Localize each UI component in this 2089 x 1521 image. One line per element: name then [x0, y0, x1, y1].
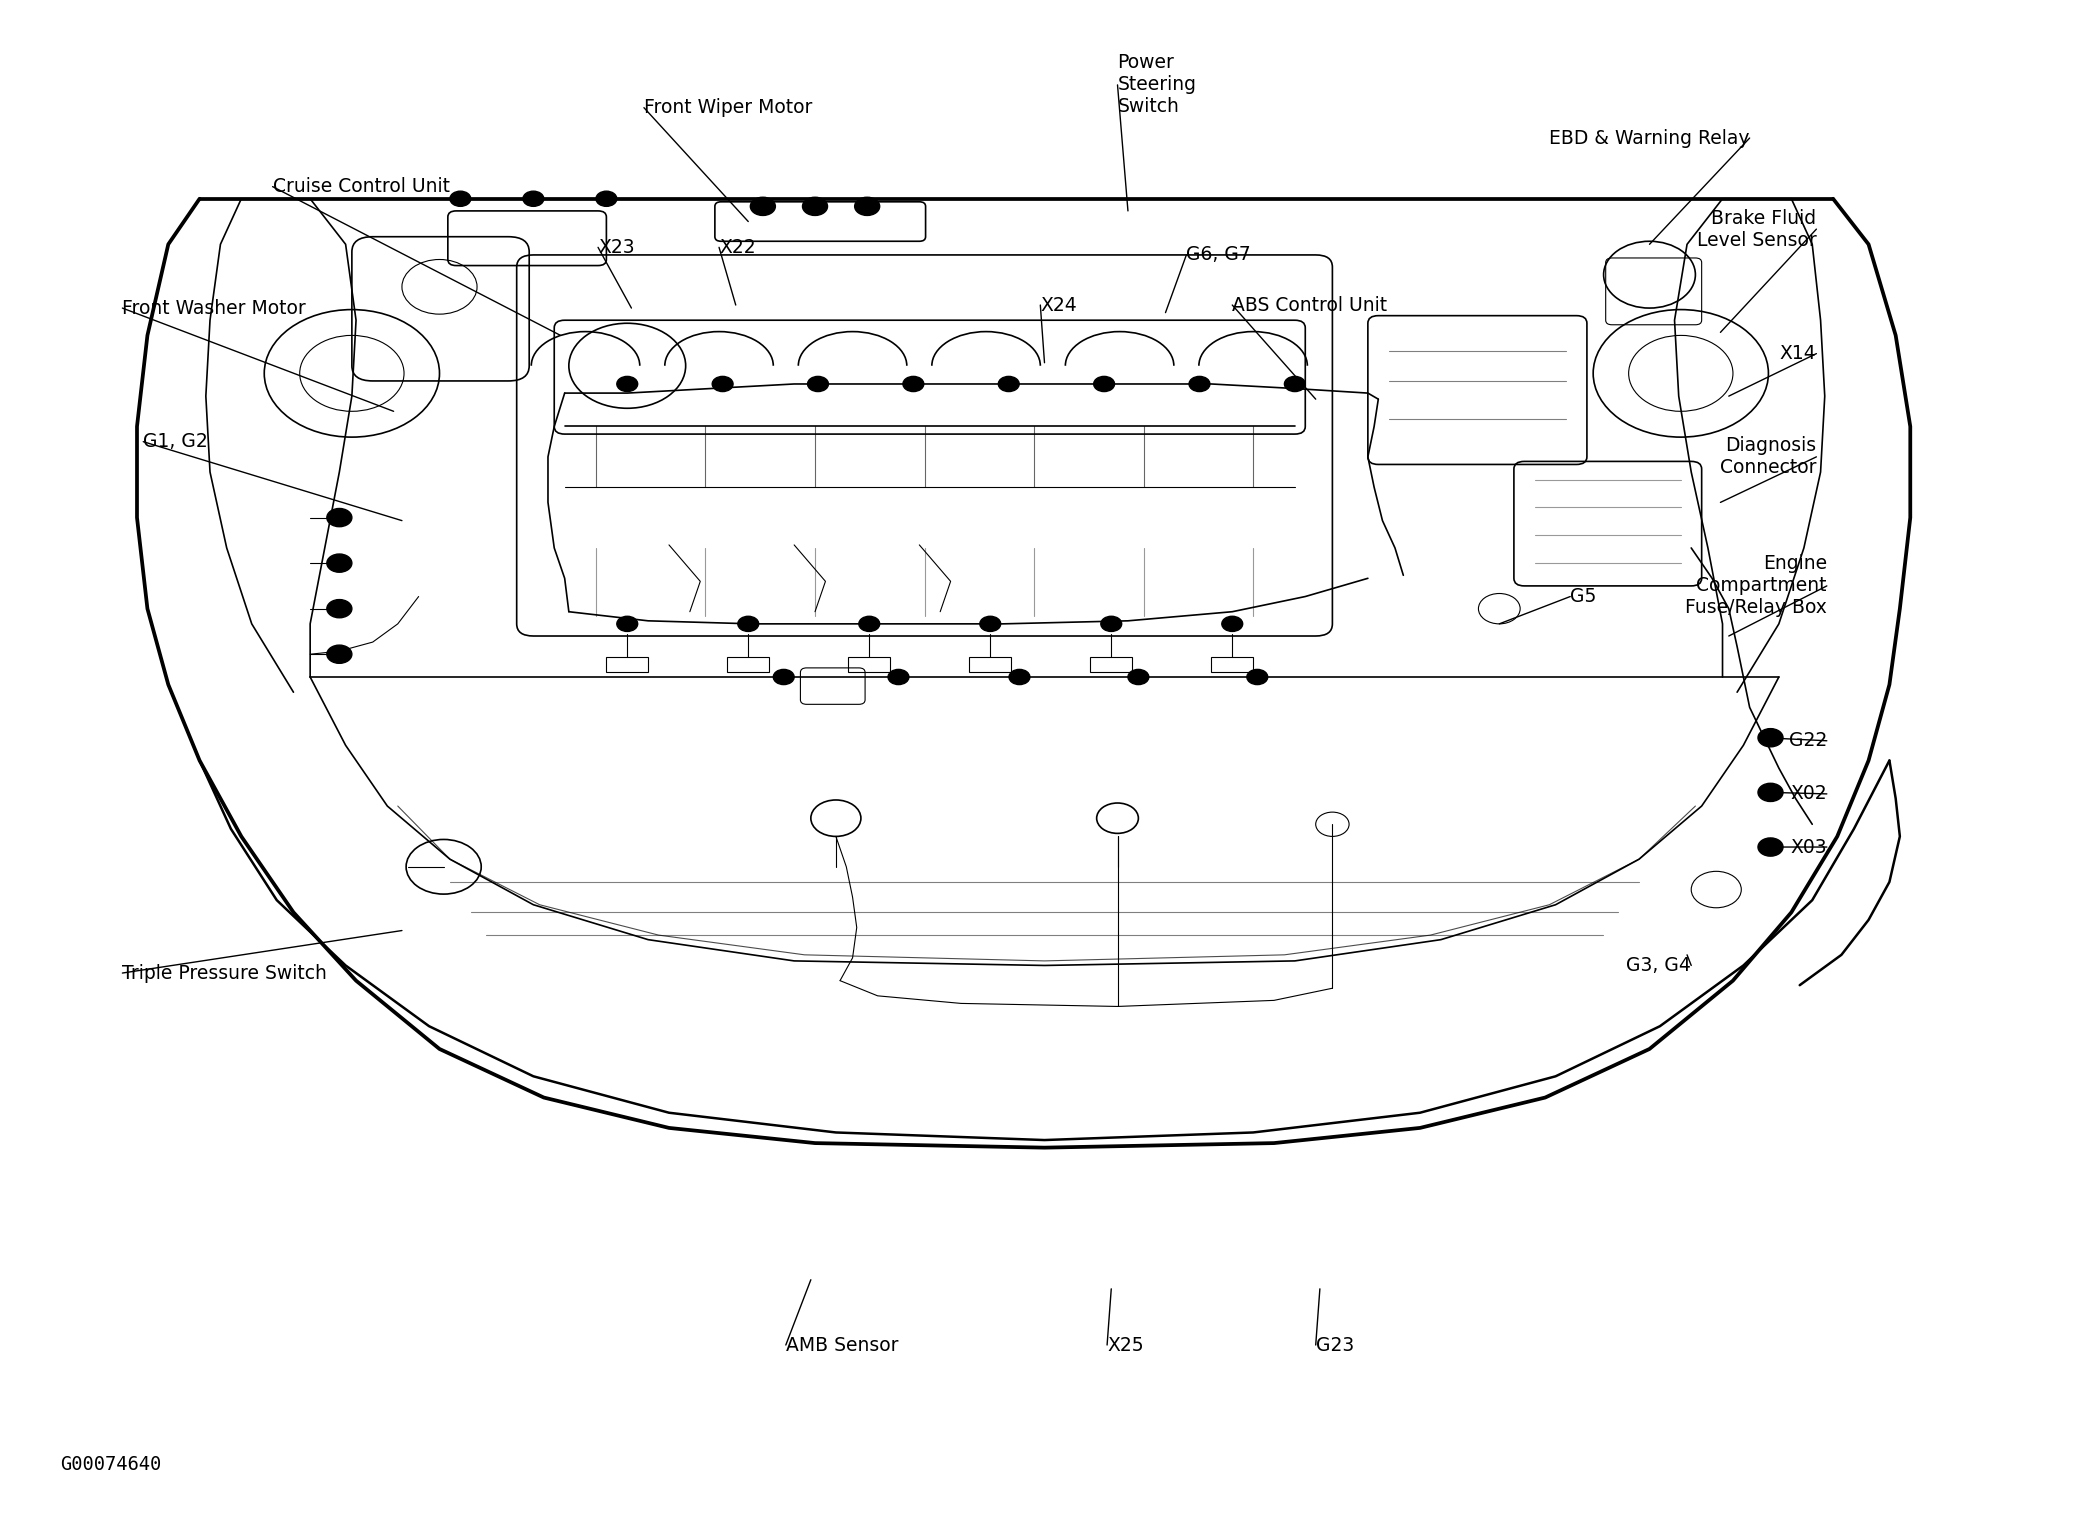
Circle shape	[854, 198, 879, 216]
Circle shape	[802, 198, 827, 216]
Text: G6, G7: G6, G7	[1187, 245, 1251, 265]
Text: Diagnosis
Connector: Diagnosis Connector	[1719, 437, 1817, 478]
Circle shape	[737, 616, 758, 631]
Text: Engine
Compartment
Fuse/Relay Box: Engine Compartment Fuse/Relay Box	[1686, 554, 1828, 618]
Circle shape	[595, 192, 616, 207]
Text: G1, G2: G1, G2	[144, 432, 209, 452]
Circle shape	[750, 198, 775, 216]
Circle shape	[773, 669, 794, 684]
Circle shape	[1285, 376, 1306, 391]
Circle shape	[999, 376, 1019, 391]
Circle shape	[522, 192, 543, 207]
Text: Front Wiper Motor: Front Wiper Motor	[643, 99, 813, 117]
Circle shape	[326, 508, 351, 526]
Circle shape	[1095, 376, 1116, 391]
Text: G00074640: G00074640	[61, 1456, 161, 1474]
Text: G3, G4: G3, G4	[1627, 957, 1692, 975]
Text: X25: X25	[1107, 1335, 1143, 1355]
Circle shape	[859, 616, 879, 631]
Text: Front Washer Motor: Front Washer Motor	[123, 298, 307, 318]
Circle shape	[1759, 783, 1784, 802]
Text: G22: G22	[1788, 732, 1828, 750]
Circle shape	[712, 376, 733, 391]
Circle shape	[326, 599, 351, 618]
Circle shape	[1222, 616, 1243, 631]
Text: X14: X14	[1780, 344, 1817, 364]
Text: X22: X22	[719, 237, 756, 257]
Text: AMB Sensor: AMB Sensor	[785, 1335, 898, 1355]
Circle shape	[616, 376, 637, 391]
Circle shape	[1247, 669, 1268, 684]
Text: X03: X03	[1790, 838, 1828, 856]
Circle shape	[449, 192, 470, 207]
Text: X23: X23	[597, 237, 635, 257]
Text: X24: X24	[1040, 295, 1078, 315]
Circle shape	[808, 376, 829, 391]
Circle shape	[326, 645, 351, 663]
Text: Triple Pressure Switch: Triple Pressure Switch	[123, 963, 328, 983]
Circle shape	[1759, 729, 1784, 747]
Circle shape	[616, 616, 637, 631]
Text: Brake Fluid
Level Sensor: Brake Fluid Level Sensor	[1696, 208, 1817, 249]
Text: ABS Control Unit: ABS Control Unit	[1233, 295, 1387, 315]
Circle shape	[1189, 376, 1210, 391]
Circle shape	[1101, 616, 1122, 631]
Text: Power
Steering
Switch: Power Steering Switch	[1118, 53, 1197, 117]
Text: G5: G5	[1571, 587, 1596, 605]
Text: G23: G23	[1316, 1335, 1354, 1355]
Circle shape	[1759, 838, 1784, 856]
Text: Cruise Control Unit: Cruise Control Unit	[272, 176, 449, 196]
Circle shape	[980, 616, 1001, 631]
Circle shape	[1009, 669, 1030, 684]
Circle shape	[888, 669, 909, 684]
Circle shape	[1128, 669, 1149, 684]
Circle shape	[902, 376, 923, 391]
Text: EBD & Warning Relay: EBD & Warning Relay	[1550, 129, 1751, 148]
Text: X02: X02	[1790, 785, 1828, 803]
Circle shape	[326, 554, 351, 572]
